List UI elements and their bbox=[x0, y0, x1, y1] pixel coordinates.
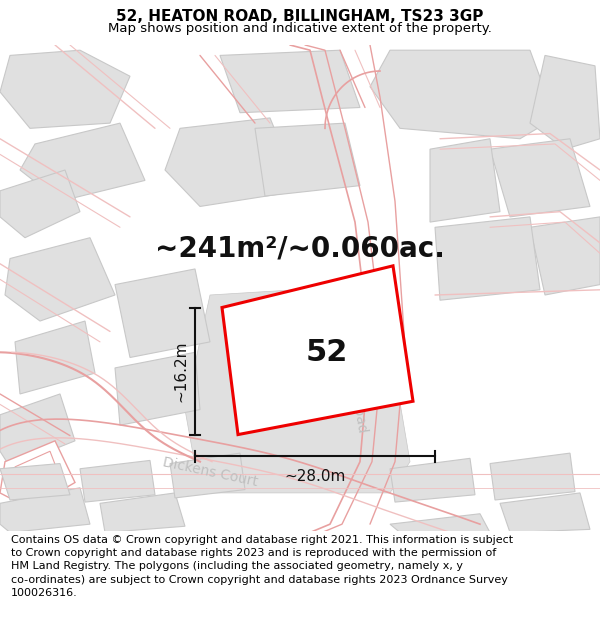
Polygon shape bbox=[80, 461, 155, 502]
Text: Heaton Road: Heaton Road bbox=[340, 343, 370, 434]
Polygon shape bbox=[490, 453, 575, 500]
Polygon shape bbox=[222, 266, 413, 434]
Polygon shape bbox=[500, 493, 590, 532]
Text: Contains OS data © Crown copyright and database right 2021. This information is : Contains OS data © Crown copyright and d… bbox=[11, 535, 513, 598]
Polygon shape bbox=[0, 394, 75, 467]
Polygon shape bbox=[0, 45, 600, 531]
Text: 52, HEATON ROAD, BILLINGHAM, TS23 3GP: 52, HEATON ROAD, BILLINGHAM, TS23 3GP bbox=[116, 9, 484, 24]
Text: Map shows position and indicative extent of the property.: Map shows position and indicative extent… bbox=[108, 22, 492, 35]
Polygon shape bbox=[530, 56, 600, 149]
Polygon shape bbox=[100, 493, 185, 532]
Polygon shape bbox=[15, 451, 62, 498]
Polygon shape bbox=[530, 217, 600, 295]
Polygon shape bbox=[170, 453, 245, 498]
Polygon shape bbox=[0, 50, 130, 128]
Polygon shape bbox=[435, 217, 540, 300]
Polygon shape bbox=[390, 514, 490, 532]
Polygon shape bbox=[115, 352, 200, 425]
Polygon shape bbox=[255, 123, 360, 196]
Polygon shape bbox=[0, 488, 90, 532]
Text: 52: 52 bbox=[305, 338, 347, 367]
Polygon shape bbox=[115, 269, 210, 358]
Polygon shape bbox=[185, 284, 410, 493]
Polygon shape bbox=[0, 170, 80, 238]
Polygon shape bbox=[15, 321, 95, 394]
Polygon shape bbox=[5, 238, 115, 321]
Text: ~16.2m: ~16.2m bbox=[173, 340, 188, 402]
Text: ~28.0m: ~28.0m bbox=[284, 469, 346, 484]
Polygon shape bbox=[490, 139, 590, 217]
Polygon shape bbox=[0, 441, 75, 509]
Polygon shape bbox=[220, 50, 360, 112]
Polygon shape bbox=[20, 123, 145, 201]
Text: Dickens Court: Dickens Court bbox=[161, 455, 259, 489]
Polygon shape bbox=[0, 464, 70, 500]
Polygon shape bbox=[165, 118, 300, 206]
Polygon shape bbox=[390, 458, 475, 502]
Polygon shape bbox=[370, 50, 555, 139]
Text: ~241m²/~0.060ac.: ~241m²/~0.060ac. bbox=[155, 234, 445, 262]
Polygon shape bbox=[430, 139, 500, 222]
